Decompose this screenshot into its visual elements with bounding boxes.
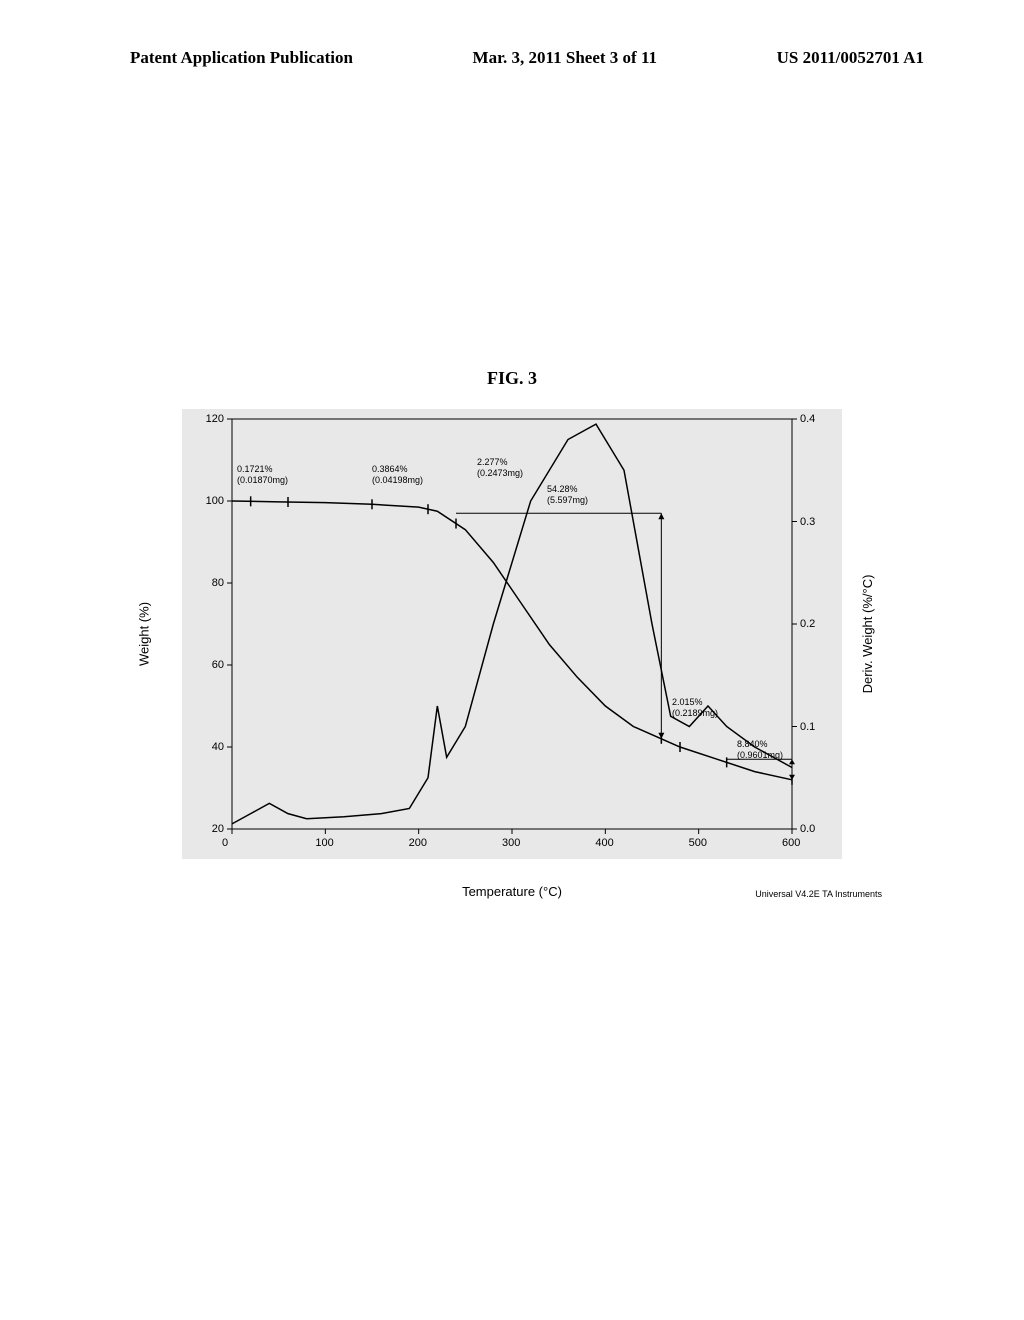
ytick-right: 0.2: [800, 618, 815, 630]
xtick: 0: [222, 837, 228, 849]
header-right: US 2011/0052701 A1: [777, 48, 924, 68]
ytick-right: 0.3: [800, 516, 815, 528]
chart-annotation: 2.277%(0.2473mg): [477, 457, 523, 479]
xtick: 600: [782, 837, 800, 849]
figure-title: FIG. 3: [0, 368, 1024, 389]
ytick-right: 0.4: [800, 413, 815, 425]
xtick: 300: [502, 837, 520, 849]
xtick: 200: [409, 837, 427, 849]
ytick-left: 80: [212, 577, 224, 589]
header-left: Patent Application Publication: [130, 48, 353, 68]
x-axis-label: Temperature (°C): [462, 884, 562, 899]
y-axis-right-label: Deriv. Weight (%/°C): [860, 575, 875, 694]
y-axis-left-label: Weight (%): [137, 602, 152, 666]
xtick: 500: [689, 837, 707, 849]
chart-annotation: 8.840%(0.9601mg): [737, 739, 783, 761]
xtick: 400: [595, 837, 613, 849]
ytick-right: 0.1: [800, 721, 815, 733]
ytick-left: 60: [212, 659, 224, 671]
ytick-left: 40: [212, 741, 224, 753]
chart-annotation: 0.1721%(0.01870mg): [237, 464, 288, 486]
chart-annotation: 2.015%(0.2189mg): [672, 697, 718, 719]
ytick-right: 0.0: [800, 823, 815, 835]
chart-annotation: 0.3864%(0.04198mg): [372, 464, 423, 486]
ytick-left: 20: [212, 823, 224, 835]
header-center: Mar. 3, 2011 Sheet 3 of 11: [473, 48, 657, 68]
instrument-label: Universal V4.2E TA Instruments: [755, 889, 882, 899]
ytick-left: 100: [206, 495, 224, 507]
chart-annotation: 54.28%(5.597mg): [547, 484, 588, 506]
xtick: 100: [315, 837, 333, 849]
tga-chart: Weight (%) Deriv. Weight (%/°C) Temperat…: [182, 409, 842, 859]
ytick-left: 120: [206, 413, 224, 425]
